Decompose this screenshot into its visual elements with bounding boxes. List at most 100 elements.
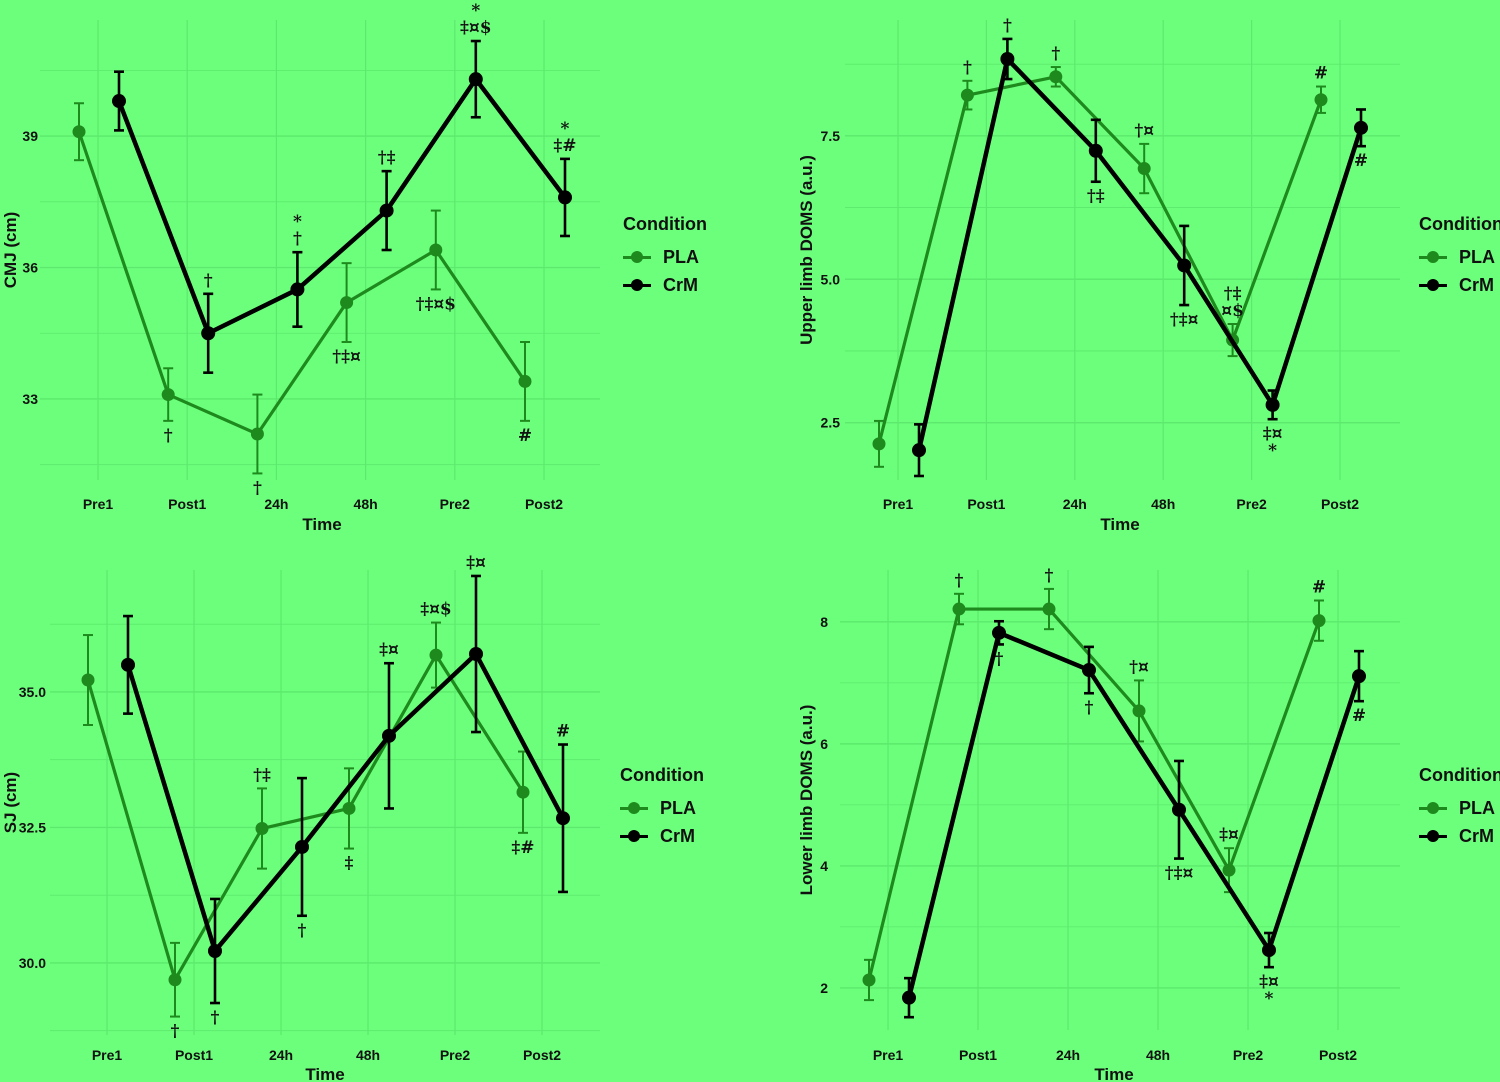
significance-annotation: ‡¤	[1219, 825, 1239, 845]
significance-annotation: ‡	[345, 854, 354, 874]
data-point-pla	[862, 973, 876, 987]
y-tick-label: 4	[820, 858, 828, 874]
x-tick-label: Post1	[967, 496, 1005, 512]
legend-key-crm	[620, 829, 648, 843]
x-tick-label: Post2	[525, 496, 563, 512]
significance-annotation: ‡¤$	[420, 600, 452, 620]
x-tick-label: Pre2	[440, 1047, 471, 1063]
x-tick-label: Post2	[523, 1047, 561, 1063]
significance-annotation: #	[556, 722, 570, 742]
significance-annotation: †‡	[253, 765, 271, 785]
y-tick-label: 36	[22, 260, 38, 276]
y-tick-label: 6	[820, 736, 828, 752]
x-tick-label: Post1	[175, 1047, 213, 1063]
legend-panel-1: Condition PLA CrM	[623, 214, 707, 299]
significance-annotation: †¤	[1134, 121, 1154, 141]
data-point-crm	[208, 943, 222, 958]
data-point-pla	[516, 785, 530, 799]
significance-annotation: †	[204, 271, 213, 291]
significance-annotation: †¤	[1129, 657, 1149, 677]
data-point-crm	[1352, 669, 1366, 684]
significance-annotation: ‡#	[553, 136, 576, 156]
legend-key-pla	[1419, 250, 1447, 264]
y-tick-label: 8	[820, 614, 828, 630]
significance-annotation: †‡	[378, 148, 396, 168]
legend-item-pla: PLA	[1419, 243, 1500, 271]
data-point-crm	[1082, 663, 1096, 678]
data-point-pla	[429, 648, 443, 662]
data-point-crm	[902, 990, 916, 1005]
significance-annotation: #	[518, 426, 532, 446]
legend-label: CrM	[663, 274, 698, 295]
x-axis-title: Time	[1094, 1065, 1133, 1082]
x-tick-label: Post1	[168, 496, 206, 512]
significance-annotation: †	[298, 921, 307, 941]
data-point-pla	[1222, 863, 1236, 877]
data-point-pla	[72, 125, 86, 139]
data-point-crm	[1354, 120, 1368, 135]
significance-annotation: †	[164, 426, 173, 446]
legend-panel-2: Condition PLA CrM	[1419, 214, 1500, 299]
data-point-pla	[960, 88, 974, 102]
data-point-pla	[952, 602, 966, 616]
x-tick-label: 48h	[354, 496, 378, 512]
legend-item-crm: CrM	[1419, 822, 1500, 850]
y-axis-title: Lower limb DOMS (a.u.)	[797, 705, 816, 896]
legend-key-pla	[1419, 801, 1447, 815]
legend-label: PLA	[660, 797, 696, 818]
legend-label: CrM	[660, 825, 695, 846]
significance-annotation: ‡¤$	[460, 18, 492, 38]
significance-annotation: †	[211, 1008, 220, 1028]
data-point-pla	[81, 673, 95, 687]
y-axis-title: Upper limb DOMS (a.u.)	[797, 155, 816, 345]
x-tick-label: 48h	[356, 1047, 380, 1063]
x-tick-label: Pre1	[873, 1047, 904, 1063]
x-tick-label: Pre2	[1233, 1047, 1264, 1063]
x-tick-label: Post1	[959, 1047, 997, 1063]
x-tick-label: Post2	[1319, 1047, 1357, 1063]
legend-key-crm	[1419, 829, 1447, 843]
data-point-crm	[1000, 52, 1015, 67]
x-tick-label: Pre1	[83, 496, 114, 512]
y-axis-title: CMJ (cm)	[1, 212, 20, 289]
x-tick-label: Post2	[1321, 496, 1359, 512]
legend-label: PLA	[1459, 246, 1495, 267]
data-point-crm	[468, 72, 483, 87]
data-point-pla	[1314, 93, 1328, 107]
legend-key-pla	[620, 801, 648, 815]
significance-annotation: *	[471, 1, 480, 21]
y-axis-title: SJ (cm)	[1, 772, 20, 833]
legend-title: Condition	[620, 765, 704, 785]
data-point-crm	[1172, 802, 1186, 817]
legend-title: Condition	[623, 214, 707, 234]
x-axis-title: Time	[305, 1065, 344, 1082]
significance-annotation: ‡#	[511, 838, 534, 858]
legend-label: PLA	[1459, 797, 1495, 818]
significance-annotation: #	[1354, 151, 1368, 171]
series-line-crm	[906, 630, 1362, 999]
x-tick-label: 24h	[269, 1047, 293, 1063]
y-tick-label: 39	[22, 128, 38, 144]
x-axis-title: Time	[1100, 515, 1139, 534]
x-tick-label: Pre2	[1236, 496, 1267, 512]
significance-annotation: †‡	[1087, 187, 1105, 207]
legend-panel-4: Condition PLA CrM	[1419, 765, 1500, 850]
significance-annotation: †	[171, 1022, 180, 1042]
x-tick-label: 24h	[1056, 1047, 1080, 1063]
data-point-pla	[518, 374, 532, 388]
y-tick-label: 32.5	[19, 819, 46, 835]
legend-key-crm	[623, 278, 651, 292]
data-point-crm	[912, 443, 926, 458]
data-point-pla	[872, 437, 886, 451]
data-point-crm	[290, 282, 305, 297]
significance-annotation: †‡¤	[1165, 864, 1194, 884]
data-point-crm	[382, 728, 396, 743]
data-point-pla	[1137, 162, 1151, 176]
legend-item-crm: CrM	[620, 822, 704, 850]
data-point-crm	[379, 203, 394, 218]
series-line-crm	[916, 56, 1364, 451]
x-tick-label: 24h	[1063, 496, 1087, 512]
data-point-crm	[556, 811, 570, 826]
significance-annotation: ‡¤	[1263, 424, 1283, 444]
legend-item-pla: PLA	[620, 794, 704, 822]
